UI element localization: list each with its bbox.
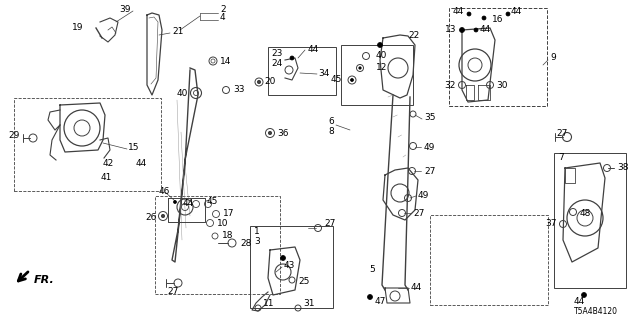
Bar (449, 8, 547, 106)
Text: 35: 35 (424, 114, 435, 123)
Text: 2: 2 (220, 5, 226, 14)
Text: 7: 7 (558, 154, 564, 163)
Text: 20: 20 (264, 77, 275, 86)
Text: 38: 38 (617, 163, 628, 172)
Text: 44: 44 (183, 198, 194, 207)
Text: 26: 26 (145, 213, 156, 222)
Text: 39: 39 (120, 5, 131, 14)
Text: 23: 23 (271, 50, 282, 59)
Text: 44: 44 (136, 158, 147, 167)
Text: 31: 31 (303, 300, 314, 308)
Text: 30: 30 (496, 81, 508, 90)
Text: 44: 44 (411, 283, 422, 292)
Bar (14, 98, 161, 191)
Text: 44: 44 (308, 45, 319, 54)
Text: 40: 40 (177, 89, 188, 98)
Text: 27: 27 (167, 286, 179, 295)
Circle shape (474, 28, 478, 32)
Circle shape (173, 201, 177, 204)
Text: 28: 28 (240, 238, 252, 247)
Text: 15: 15 (128, 143, 140, 153)
Circle shape (582, 292, 586, 298)
Text: 13: 13 (445, 26, 456, 35)
Text: T5A4B4120: T5A4B4120 (574, 307, 618, 316)
Bar (554, 153, 626, 288)
Circle shape (351, 78, 353, 82)
Text: 5: 5 (369, 265, 375, 274)
Text: 27: 27 (324, 220, 335, 228)
Text: 6: 6 (328, 117, 333, 126)
Text: 18: 18 (222, 231, 234, 241)
Text: 44: 44 (452, 7, 464, 17)
Text: 44: 44 (573, 297, 584, 306)
Circle shape (290, 56, 294, 60)
Circle shape (378, 43, 383, 47)
Text: 40: 40 (376, 52, 387, 60)
Text: 11: 11 (263, 300, 275, 308)
Circle shape (482, 16, 486, 20)
Text: 1: 1 (254, 227, 260, 236)
Circle shape (359, 67, 361, 69)
Text: 19: 19 (72, 23, 83, 33)
Text: 12: 12 (376, 63, 387, 73)
Text: 14: 14 (220, 57, 232, 66)
Text: 17: 17 (223, 210, 234, 219)
Bar (430, 215, 548, 305)
Text: 25: 25 (298, 277, 309, 286)
Circle shape (257, 81, 260, 84)
Text: 16: 16 (492, 14, 504, 23)
Text: 21: 21 (172, 28, 184, 36)
Circle shape (367, 294, 372, 300)
Text: 43: 43 (284, 261, 296, 270)
Text: 9: 9 (550, 53, 556, 62)
Text: 27: 27 (556, 129, 568, 138)
Bar (268, 47, 336, 95)
Text: 47: 47 (375, 297, 387, 306)
Bar (155, 196, 280, 294)
Circle shape (269, 132, 271, 134)
Text: 42: 42 (103, 158, 114, 167)
Text: 44: 44 (511, 7, 522, 17)
Bar (341, 45, 413, 105)
Text: 24: 24 (271, 60, 282, 68)
Text: 3: 3 (254, 236, 260, 245)
Text: 10: 10 (217, 219, 228, 228)
Text: 27: 27 (413, 209, 424, 218)
Text: 48: 48 (580, 209, 591, 218)
Text: 41: 41 (100, 172, 112, 181)
Text: 49: 49 (424, 142, 435, 151)
Bar (250, 226, 333, 308)
Text: 4: 4 (220, 13, 226, 22)
Text: 32: 32 (445, 81, 456, 90)
Text: 36: 36 (277, 129, 289, 138)
Circle shape (506, 12, 510, 16)
Circle shape (467, 12, 471, 16)
Text: 49: 49 (418, 190, 429, 199)
Text: 29: 29 (8, 131, 20, 140)
Text: 33: 33 (233, 85, 244, 94)
Text: 8: 8 (328, 126, 333, 135)
Text: 46: 46 (159, 187, 170, 196)
Text: 45: 45 (207, 196, 218, 205)
Circle shape (460, 28, 465, 33)
Text: 44: 44 (480, 26, 492, 35)
Text: 27: 27 (424, 167, 435, 177)
Text: 45: 45 (331, 76, 342, 84)
Text: 22: 22 (408, 30, 419, 39)
Text: FR.: FR. (34, 275, 55, 285)
Text: 34: 34 (318, 68, 330, 77)
Text: 37: 37 (545, 220, 557, 228)
Circle shape (280, 255, 285, 260)
Circle shape (161, 214, 164, 218)
